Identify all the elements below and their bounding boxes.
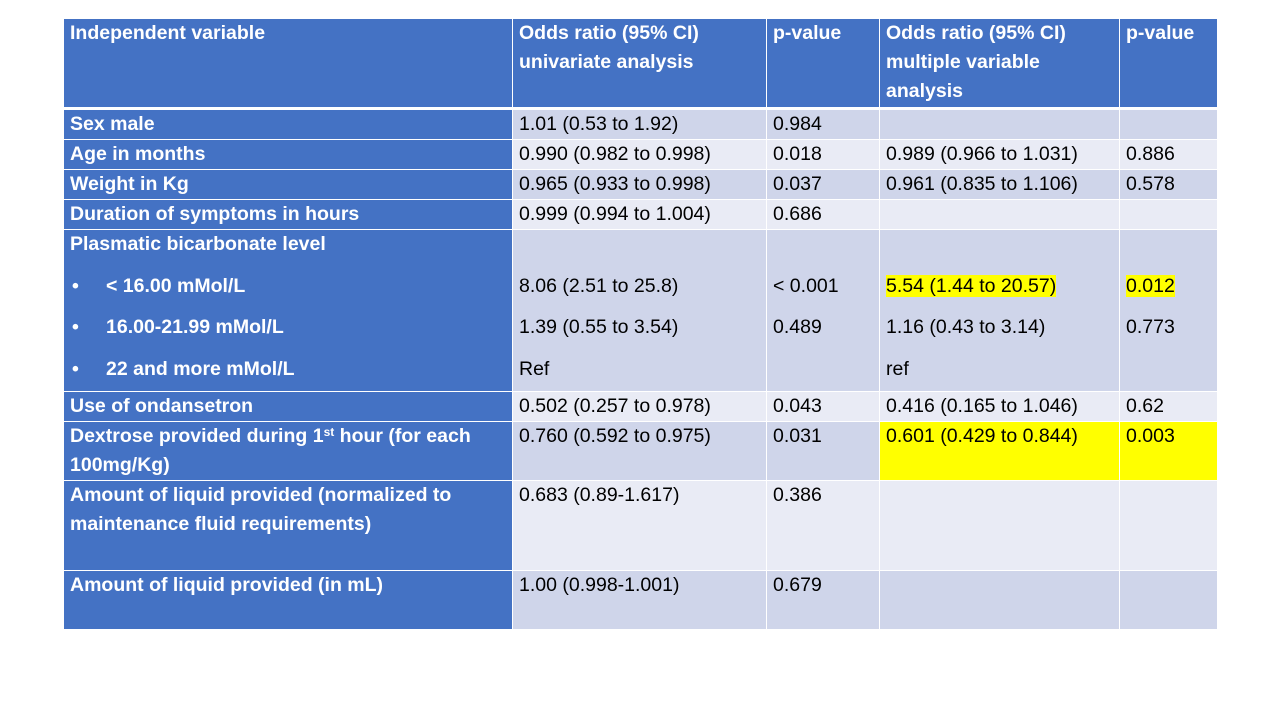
cell-value: 8.06 (2.51 to 25.8) [519,275,679,297]
header-or-multi-line1: Odds ratio (95% CI) [886,22,1066,44]
row-label: Amount of liquid provided (in mL) [63,570,513,630]
or-univariate-cell: 0.999 (0.994 to 1.004) [512,199,767,230]
p-multiple-cell [1119,570,1218,630]
p-univariate-cell: 0.679 [766,570,880,630]
table-row-bicarbonate: Plasmatic bicarbonate level • < 16.00 mMo… [63,229,1218,392]
p-univariate-cell: 0.686 [766,199,880,230]
label-line: Amount of liquid provided (normalized to [70,484,452,506]
results-table: Independent variable Odds ratio (95% CI)… [63,18,1218,630]
or-multiple-cell: 0.961 (0.835 to 1.106) [879,169,1120,200]
bullet-icon: • [72,275,79,297]
or-univariate-cell: 1.01 (0.53 to 1.92) [512,108,767,140]
p-multiple-cell [1119,480,1218,571]
p-multiple-cell-highlighted: 0.003 [1119,421,1218,481]
header-or-univariate: Odds ratio (95% CI) univariate analysis [512,18,767,110]
or-multiple-cell: 5.54 (1.44 to 20.57) 1.16 (0.43 to 3.14)… [879,229,1120,392]
cell-value: Ref [519,358,550,380]
table-row-liquid-ml: Amount of liquid provided (in mL) 1.00 (… [63,570,1218,630]
bicarbonate-title: Plasmatic bicarbonate level [70,233,326,255]
header-or-uni-line2: univariate analysis [519,51,694,73]
table-row-ondansetron: Use of ondansetron 0.502 (0.257 to 0.978… [63,391,1218,422]
highlighted-value: 0.012 [1126,275,1175,297]
label-line: maintenance fluid requirements) [70,513,372,535]
row-label: Age in months [63,139,513,170]
table-row-sex: Sex male 1.01 (0.53 to 1.92) 0.984 [63,108,1218,140]
p-multiple-cell: 0.012 0.773 [1119,229,1218,392]
header-or-multi-line2: multiple variable [886,51,1040,73]
cell-value: 0.489 [773,316,822,338]
row-label: Weight in Kg [63,169,513,200]
or-univariate-cell: 0.683 (0.89-1.617) [512,480,767,571]
or-multiple-cell [879,108,1120,140]
or-multiple-cell-highlighted: 0.601 (0.429 to 0.844) [879,421,1120,481]
label-line: 100mg/Kg) [70,454,170,476]
table-row-duration: Duration of symptoms in hours 0.999 (0.9… [63,199,1218,230]
or-univariate-cell: 0.965 (0.933 to 0.998) [512,169,767,200]
cell-value: 1.16 (0.43 to 3.14) [886,316,1046,338]
row-label: Duration of symptoms in hours [63,199,513,230]
list-item: • 22 and more mMol/L [70,355,506,384]
or-multiple-cell [879,480,1120,571]
p-multiple-cell: 0.886 [1119,139,1218,170]
sub-label: 16.00-21.99 mMol/L [106,316,284,338]
table-row-age: Age in months 0.990 (0.982 to 0.998) 0.0… [63,139,1218,170]
header-p-univariate: p-value [766,18,880,110]
cell-value: 1.39 (0.55 to 3.54) [519,316,679,338]
p-multiple-cell [1119,199,1218,230]
list-item: • 16.00-21.99 mMol/L [70,313,506,342]
or-univariate-cell: 1.00 (0.998-1.001) [512,570,767,630]
or-multiple-cell [879,199,1120,230]
header-p-multiple: p-value [1119,18,1218,110]
or-univariate-cell: 8.06 (2.51 to 25.8) 1.39 (0.55 to 3.54) … [512,229,767,392]
bullet-icon: • [72,358,79,380]
label-part: hour (for each [334,425,471,447]
table-row-liquid-normalized: Amount of liquid provided (normalized to… [63,480,1218,571]
table-row-weight: Weight in Kg 0.965 (0.933 to 0.998) 0.03… [63,169,1218,200]
row-label-dextrose: Dextrose provided during 1st hour (for e… [63,421,513,481]
p-univariate-cell: 0.031 [766,421,880,481]
sub-label: 22 and more mMol/L [106,358,295,380]
table-row-dextrose: Dextrose provided during 1st hour (for e… [63,421,1218,481]
header-or-multiple: Odds ratio (95% CI) multiple variable an… [879,18,1120,110]
label-part: Dextrose provided during 1 [70,425,324,447]
p-univariate-cell: 0.043 [766,391,880,422]
p-multiple-cell: 0.578 [1119,169,1218,200]
or-univariate-cell: 0.760 (0.592 to 0.975) [512,421,767,481]
or-multiple-cell: 0.989 (0.966 to 1.031) [879,139,1120,170]
header-or-uni-line1: Odds ratio (95% CI) [519,22,699,44]
p-univariate-cell: 0.386 [766,480,880,571]
p-multiple-cell: 0.62 [1119,391,1218,422]
p-univariate-cell: < 0.001 0.489 [766,229,880,392]
label-superscript: st [323,425,335,439]
p-univariate-cell: 0.037 [766,169,880,200]
or-multiple-cell: 0.416 (0.165 to 1.046) [879,391,1120,422]
highlighted-value: 5.54 (1.44 to 20.57) [886,275,1057,297]
cell-value: 0.773 [1126,316,1175,338]
row-label-bicarbonate: Plasmatic bicarbonate level • < 16.00 mMo… [63,229,513,392]
sub-label: < 16.00 mMol/L [106,275,246,297]
or-univariate-cell: 0.502 (0.257 to 0.978) [512,391,767,422]
header-row: Independent variable Odds ratio (95% CI)… [63,18,1218,110]
p-multiple-cell [1119,108,1218,140]
or-univariate-cell: 0.990 (0.982 to 0.998) [512,139,767,170]
or-multiple-cell [879,570,1120,630]
row-label: Use of ondansetron [63,391,513,422]
p-univariate-cell: 0.984 [766,108,880,140]
cell-value: < 0.001 [773,275,839,297]
list-item: • < 16.00 mMol/L [70,272,506,301]
p-univariate-cell: 0.018 [766,139,880,170]
cell-value: ref [886,358,909,380]
row-label: Sex male [63,108,513,140]
header-independent-variable: Independent variable [63,18,513,110]
header-or-multi-line3: analysis [886,80,963,102]
row-label-liquid-normalized: Amount of liquid provided (normalized to… [63,480,513,571]
bullet-icon: • [72,316,79,338]
